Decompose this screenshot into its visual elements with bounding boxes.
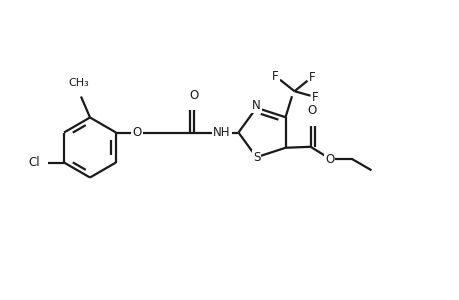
Text: O: O (306, 104, 315, 117)
Text: O: O (190, 89, 199, 102)
Text: O: O (324, 153, 333, 166)
Text: S: S (252, 151, 260, 164)
Text: O: O (132, 126, 141, 139)
Text: F: F (308, 71, 314, 84)
Text: CH₃: CH₃ (68, 77, 89, 88)
Text: F: F (312, 91, 318, 104)
Text: NH: NH (213, 126, 230, 139)
Text: N: N (252, 99, 260, 112)
Text: F: F (272, 70, 278, 83)
Text: Cl: Cl (28, 156, 40, 169)
